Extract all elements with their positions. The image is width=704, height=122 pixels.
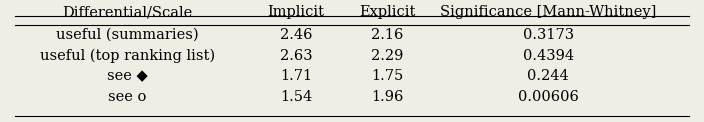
Text: 0.3173: 0.3173 <box>523 28 574 42</box>
Text: 1.75: 1.75 <box>371 70 403 83</box>
Text: 0.00606: 0.00606 <box>518 90 579 104</box>
Text: 1.54: 1.54 <box>279 90 312 104</box>
Text: 2.16: 2.16 <box>371 28 403 42</box>
Text: see o: see o <box>108 90 147 104</box>
Text: useful (top ranking list): useful (top ranking list) <box>40 48 215 63</box>
Text: 1.71: 1.71 <box>279 70 312 83</box>
Text: Implicit: Implicit <box>268 5 325 19</box>
Text: 2.46: 2.46 <box>279 28 312 42</box>
Text: see ◆: see ◆ <box>107 70 148 83</box>
Text: 1.96: 1.96 <box>371 90 403 104</box>
Text: Differential/Scale: Differential/Scale <box>63 5 193 19</box>
Text: 2.63: 2.63 <box>279 49 312 63</box>
Text: useful (summaries): useful (summaries) <box>56 28 199 42</box>
Text: 0.244: 0.244 <box>527 70 570 83</box>
Text: Explicit: Explicit <box>359 5 415 19</box>
Text: 0.4394: 0.4394 <box>523 49 574 63</box>
Text: Significance [Mann-Whitney]: Significance [Mann-Whitney] <box>440 5 657 19</box>
Text: 2.29: 2.29 <box>371 49 403 63</box>
